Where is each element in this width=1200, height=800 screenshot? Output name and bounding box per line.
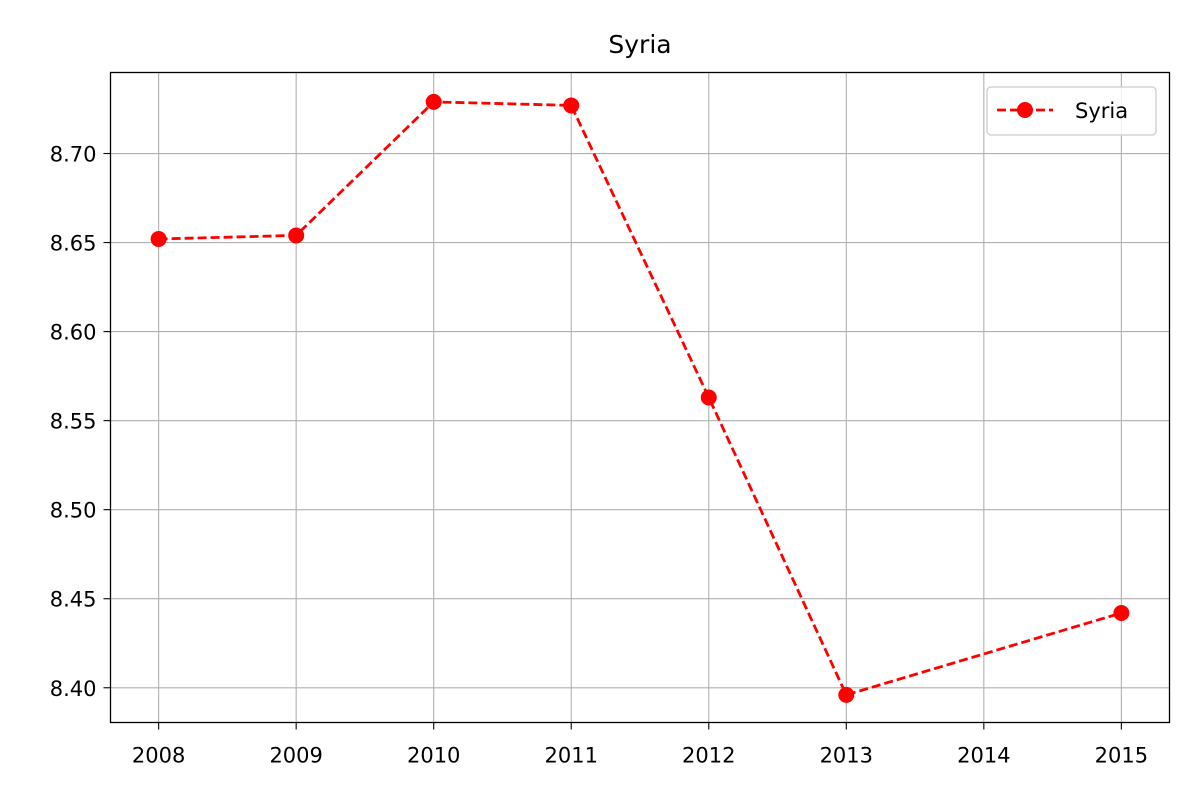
y-tick-label: 8.50: [50, 499, 97, 523]
series-layer: [150, 93, 1130, 703]
legend-marker: [1017, 102, 1033, 118]
chart-title: Syria: [608, 30, 671, 59]
y-tick-label: 8.40: [50, 677, 97, 701]
data-point: [425, 93, 442, 110]
x-tick-label: 2008: [132, 744, 185, 768]
x-tick-label: 2010: [407, 744, 460, 768]
x-tick-label: 2013: [820, 744, 873, 768]
x-axis: 2008 2009 2010 2011 2012 2013 2014 2015: [132, 722, 1148, 768]
x-tick-label: 2015: [1095, 744, 1148, 768]
y-tick-label: 8.55: [50, 410, 97, 434]
y-tick-label: 8.60: [50, 321, 97, 345]
x-tick-label: 2011: [545, 744, 598, 768]
legend-box: [986, 86, 1157, 136]
y-tick-label: 8.70: [50, 143, 97, 167]
x-tick-label: 2012: [682, 744, 735, 768]
data-point: [1113, 604, 1130, 621]
data-point: [838, 686, 855, 703]
data-point: [288, 227, 305, 244]
y-tick-label: 8.45: [50, 588, 97, 612]
x-tick-label: 2009: [269, 744, 322, 768]
grid: [110, 72, 1170, 723]
data-point: [150, 231, 167, 248]
x-tick-label: 2014: [957, 744, 1010, 768]
legend: Syria: [986, 86, 1157, 136]
data-point: [700, 389, 717, 406]
data-point: [563, 97, 580, 114]
legend-label: Syria: [1075, 99, 1128, 123]
y-axis: 8.40 8.45 8.50 8.55 8.60 8.65 8.70: [50, 143, 111, 701]
y-tick-label: 8.65: [50, 232, 97, 256]
plot-frame: [109, 71, 1171, 724]
